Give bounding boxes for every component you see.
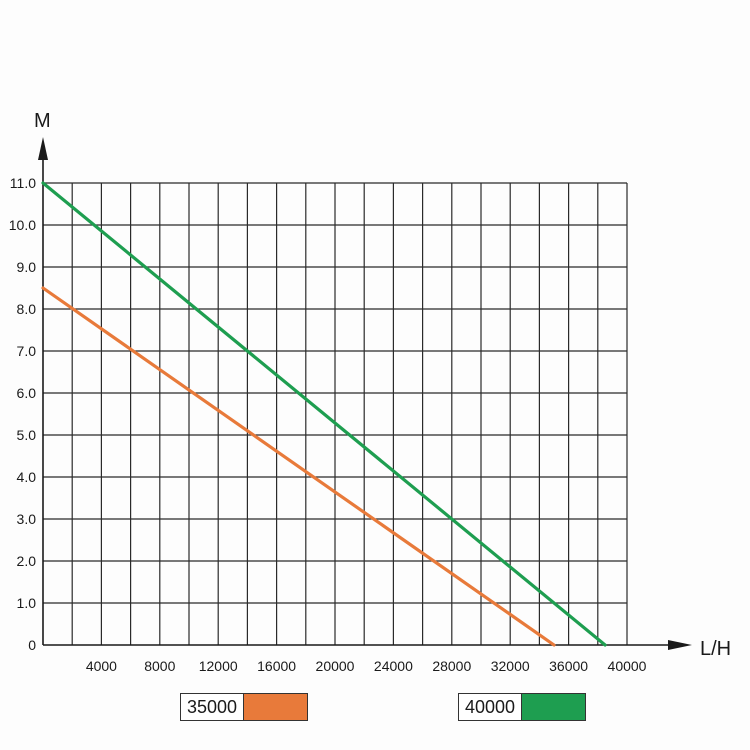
- x-axis-title: L/H: [700, 638, 731, 660]
- y-tick-label: 2.0: [17, 553, 37, 569]
- x-tick-label: 16000: [257, 658, 296, 674]
- y-tick-label: 6.0: [17, 385, 37, 401]
- x-tick-label: 24000: [374, 658, 413, 674]
- legend-item-40000: 40000: [458, 693, 586, 721]
- legend-label: 35000: [180, 693, 244, 721]
- legend-item-35000: 35000: [180, 693, 308, 721]
- legend-swatch: [522, 693, 586, 721]
- y-tick-label: 3.0: [17, 511, 37, 527]
- x-tick-label: 12000: [199, 658, 238, 674]
- y-tick-label: 8.0: [17, 301, 37, 317]
- y-axis-title: M: [34, 110, 51, 132]
- grid: [43, 182, 628, 645]
- legend-label: 40000: [458, 693, 522, 721]
- x-tick-label: 20000: [316, 658, 355, 674]
- y-tick-label: 10.0: [9, 217, 36, 233]
- y-tick-label: 0: [28, 637, 36, 653]
- y-tick-label: 11.0: [10, 175, 36, 191]
- x-tick-label: 40000: [608, 658, 647, 674]
- y-tick-label: 4.0: [17, 469, 37, 485]
- x-tick-label: 8000: [144, 658, 175, 674]
- series-lines: [41, 181, 607, 647]
- y-axis-arrow-icon: [38, 137, 48, 160]
- x-tick-label: 4000: [86, 658, 117, 674]
- y-tick-label: 7.0: [17, 343, 37, 359]
- y-tick-label: 1.0: [17, 595, 37, 611]
- legend-swatch: [244, 693, 308, 721]
- series-line-40000: [41, 181, 607, 647]
- y-tick-label: 9.0: [17, 259, 37, 275]
- series-line-35000: [41, 286, 556, 647]
- x-tick-label: 36000: [549, 658, 588, 674]
- y-tick-label: 5.0: [17, 427, 37, 443]
- axes: [38, 137, 692, 650]
- x-tick-label: 32000: [491, 658, 530, 674]
- tick-labels: 4000 8000 12000 16000 20000 24000 28000 32000 36…: [9, 175, 647, 674]
- x-tick-label: 28000: [432, 658, 471, 674]
- x-axis-arrow-icon: [668, 640, 692, 650]
